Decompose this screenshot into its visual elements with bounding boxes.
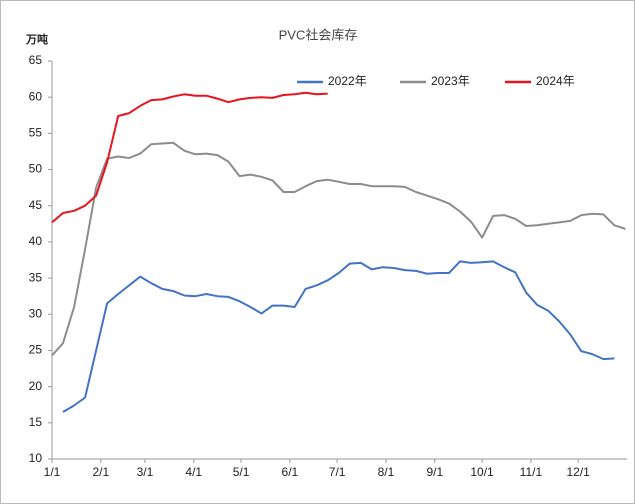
y-tick-label: 55 (29, 126, 43, 140)
x-tick-label: 7/1 (329, 465, 346, 479)
y-tick-label: 65 (29, 53, 43, 67)
legend-label: 2023年 (431, 74, 470, 88)
y-tick-label: 15 (29, 415, 43, 429)
x-tick-label: 4/1 (185, 465, 202, 479)
x-tick-label: 3/1 (137, 465, 154, 479)
y-tick-label: 40 (29, 234, 43, 248)
legend-label: 2024年 (536, 74, 575, 88)
x-tick-label: 12/1 (566, 465, 590, 479)
y-tick-label: 50 (29, 162, 43, 176)
x-tick-label: 6/1 (282, 465, 299, 479)
x-tick-label: 11/1 (520, 465, 543, 479)
y-tick-label: 10 (29, 451, 43, 465)
legend-label: 2022年 (328, 74, 367, 88)
y-tick-label: 25 (29, 343, 43, 357)
y-tick-label: 35 (29, 270, 43, 284)
x-tick-label: 2/1 (92, 465, 109, 479)
x-tick-label: 9/1 (426, 465, 443, 479)
series-line (62, 260, 615, 413)
x-tick-label: 8/1 (378, 465, 395, 479)
y-tick-label: 60 (29, 89, 43, 103)
series-line (51, 91, 328, 224)
chart-title: PVC社会库存 (279, 27, 358, 42)
y-axis-unit: 万吨 (25, 32, 48, 46)
series-line (51, 141, 626, 357)
x-tick-label: 5/1 (233, 465, 250, 479)
y-tick-label: 30 (29, 306, 43, 320)
y-tick-label: 45 (29, 198, 43, 212)
y-tick-label: 20 (29, 379, 43, 393)
x-tick-label: 10/1 (470, 465, 494, 479)
x-tick-label: 1/1 (44, 465, 61, 479)
